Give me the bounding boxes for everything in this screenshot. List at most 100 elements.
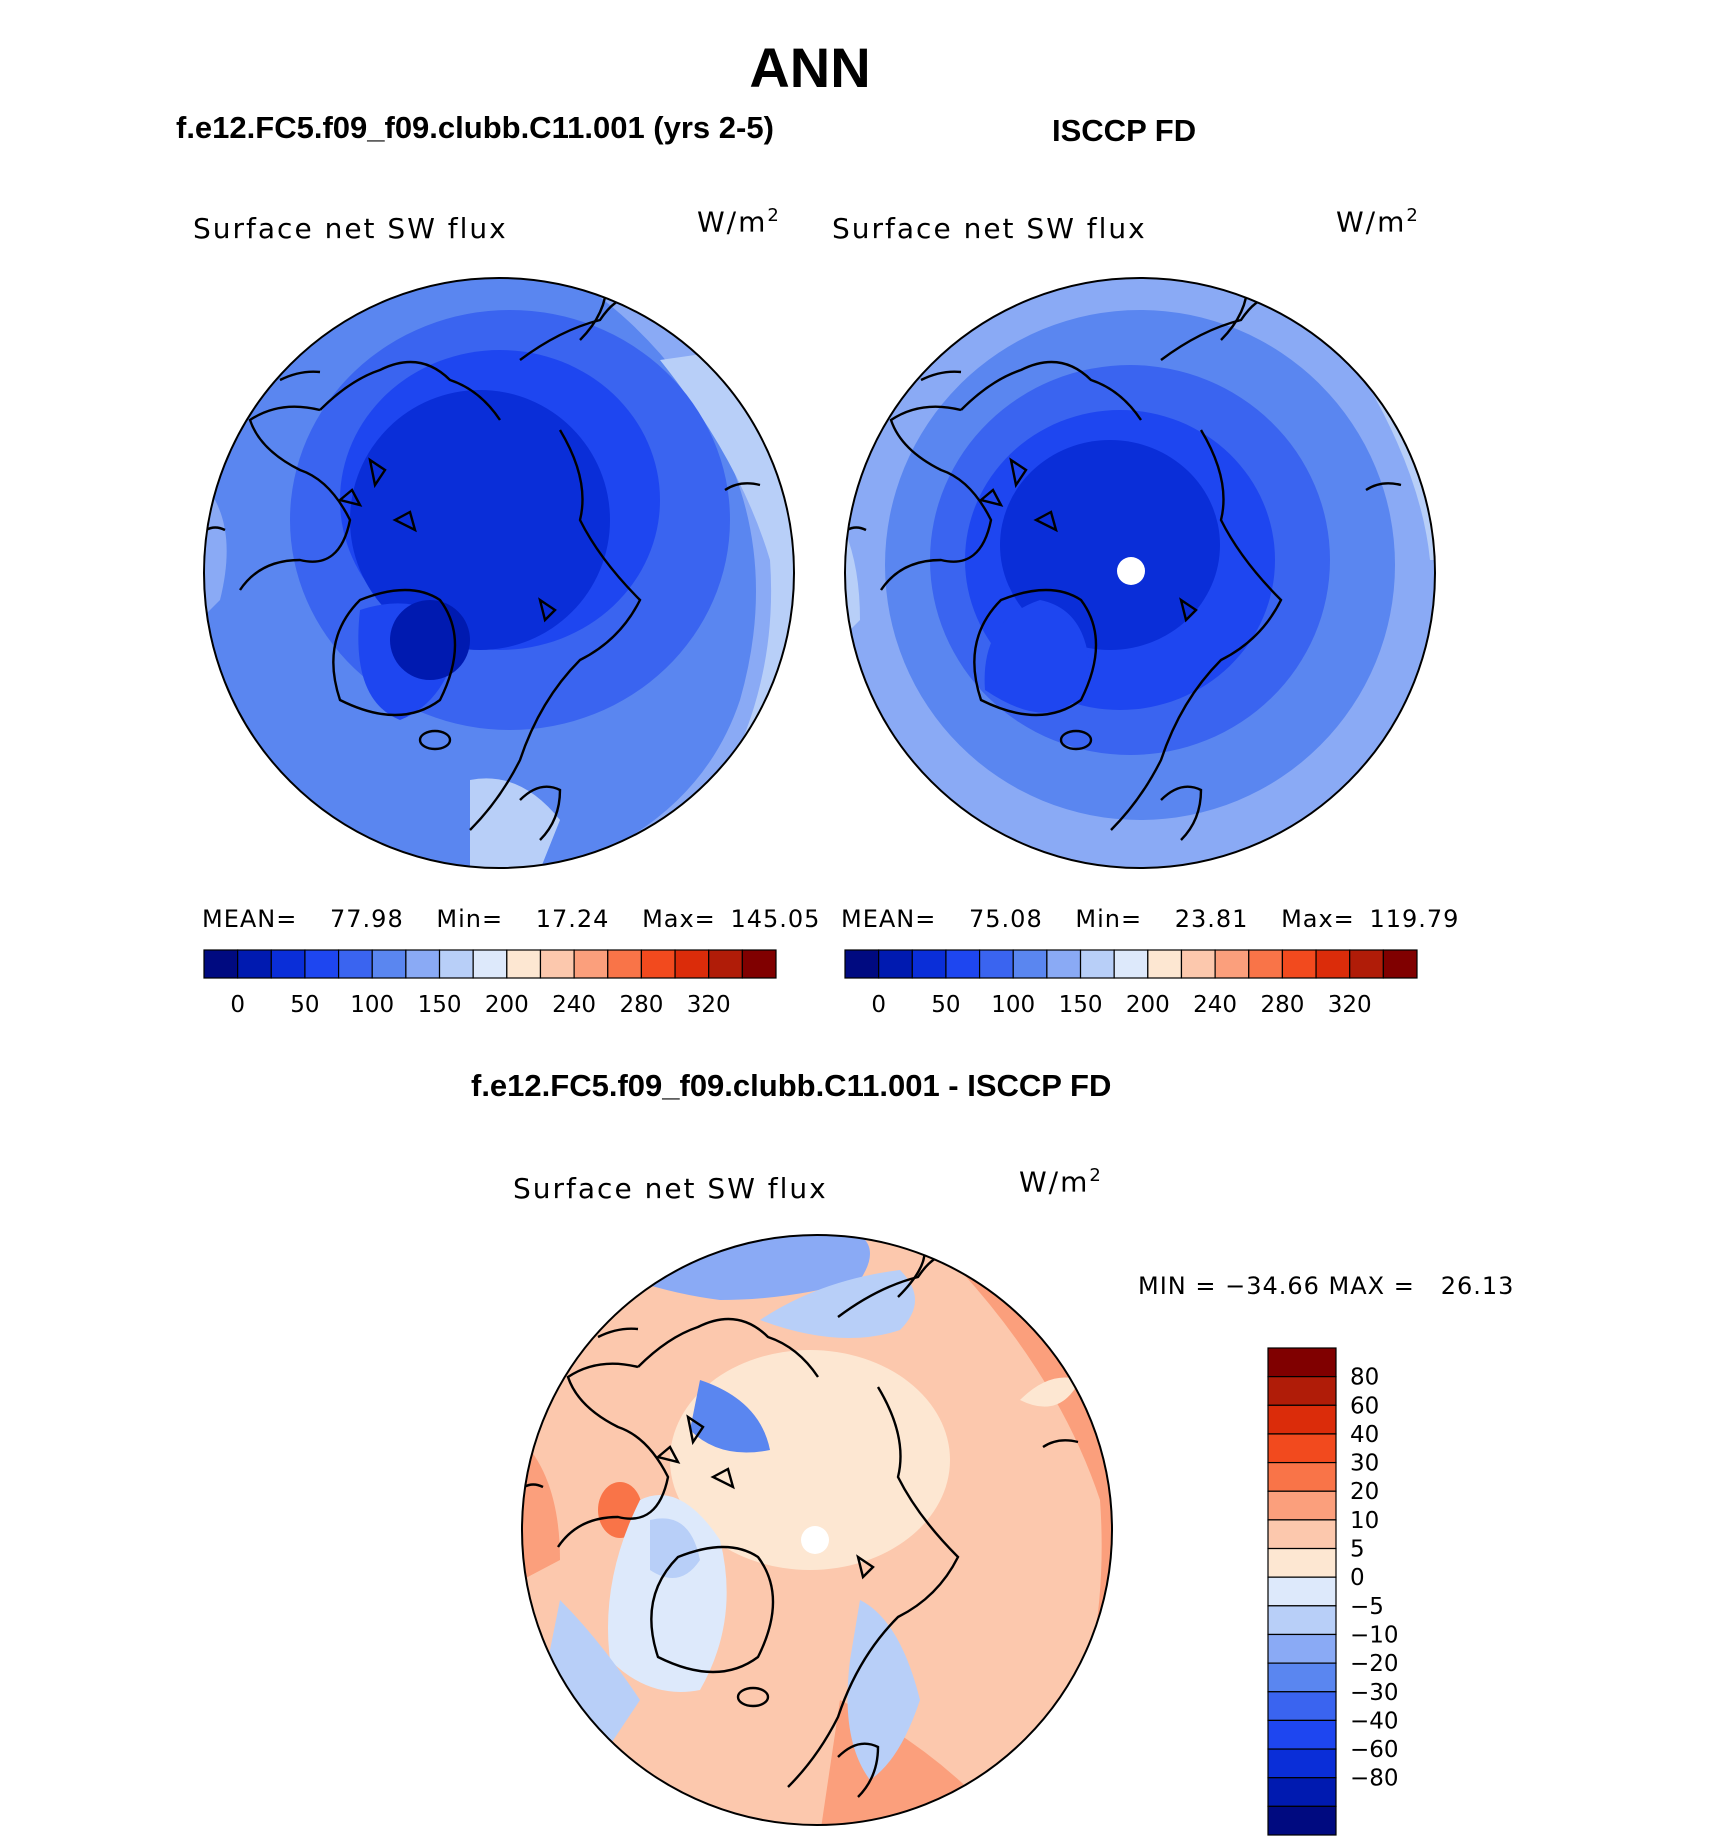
panel1-colorbar-swatch bbox=[203, 949, 239, 979]
diff-colorbar-swatch bbox=[1267, 1605, 1337, 1636]
panel1-colorbar-tick-label: 150 bbox=[418, 992, 462, 1018]
panel2-colorbar-swatch bbox=[1248, 949, 1284, 979]
panel1-colorbar-swatch bbox=[237, 949, 272, 979]
panel1-variable-label: Surface net SW flux bbox=[193, 212, 508, 245]
diff-colorbar-tick-label: 5 bbox=[1350, 1537, 1365, 1563]
panel1-colorbar-swatch bbox=[607, 949, 643, 979]
panel2-stats: MEAN= 75.08 Min= 23.81 Max= 119.79 bbox=[841, 905, 1459, 933]
panel2-mean-label: MEAN= bbox=[841, 905, 937, 933]
panel1-colorbar-swatch bbox=[708, 949, 743, 979]
panel2-colorbar-tick-label: 280 bbox=[1260, 992, 1304, 1018]
diff-colorbar-tick-label: −60 bbox=[1350, 1737, 1399, 1763]
panel2-colorbar-tick-label: 0 bbox=[871, 992, 886, 1018]
panel2-colorbar-tick-label: 150 bbox=[1059, 992, 1103, 1018]
panel2-colorbar: 0 50 100 150 200 240 280 320 bbox=[844, 949, 1418, 1018]
panel2-colorbar-tick-label: 200 bbox=[1126, 992, 1170, 1018]
panel1-colorbar-swatch bbox=[506, 949, 542, 979]
panel2-colorbar-swatch bbox=[1315, 949, 1351, 979]
panel1-case-title: f.e12.FC5.f09_f09.clubb.C11.001 (yrs 2-5… bbox=[176, 110, 774, 145]
diff-colorbar-tick-label: −80 bbox=[1350, 1766, 1399, 1792]
panel1-stats: MEAN= 77.98 Min= 17.24 Max= 145.05 bbox=[202, 905, 820, 933]
panel2-units: W/m2 bbox=[1336, 205, 1420, 238]
diff-colorbar-swatch bbox=[1267, 1633, 1337, 1664]
panel2-colorbar-swatch bbox=[1079, 949, 1115, 979]
panel2-colorbar-swatch bbox=[1214, 949, 1250, 979]
diff-colorbar-tick-label: 10 bbox=[1350, 1508, 1379, 1534]
panel1-colorbar-tick-label: 280 bbox=[619, 992, 663, 1018]
panel1-colorbar-swatch bbox=[640, 949, 676, 979]
panel1-colorbar-swatch bbox=[304, 949, 340, 979]
panel2-colorbar-tick-label: 320 bbox=[1328, 992, 1372, 1018]
panel2-colorbar-tick-label: 240 bbox=[1193, 992, 1237, 1018]
diff-colorbar-tick-label: −20 bbox=[1350, 1651, 1399, 1677]
panel2-colorbar-swatch bbox=[1349, 949, 1384, 979]
diff-colorbar-tick-label: −5 bbox=[1350, 1594, 1384, 1620]
diff-pole-missing-data bbox=[801, 1526, 829, 1554]
panel2-colorbar-swatch bbox=[945, 949, 981, 979]
diff-variable-label: Surface net SW flux bbox=[513, 1172, 828, 1205]
diff-colorbar-tick-label: 40 bbox=[1350, 1422, 1379, 1448]
panel1-colorbar-swatch bbox=[270, 949, 306, 979]
diff-colorbar-tick-label: 20 bbox=[1350, 1479, 1379, 1505]
panel1-contour-field bbox=[204, 278, 794, 868]
panel1-colorbar-swatch bbox=[539, 949, 575, 979]
diff-map bbox=[521, 1234, 1113, 1826]
panel1-map bbox=[203, 277, 795, 869]
diff-colorbar-swatch bbox=[1267, 1576, 1337, 1607]
panel2-colorbar-swatch bbox=[1281, 949, 1317, 979]
panel2-map bbox=[844, 277, 1436, 869]
panel1-colorbar-swatch bbox=[405, 949, 441, 979]
panel1-colorbar-swatch bbox=[573, 949, 609, 979]
panel2-pole-missing-data bbox=[1117, 557, 1145, 585]
panel2-max-label: Max= bbox=[1281, 905, 1355, 933]
panel2-units-base: W/m bbox=[1336, 205, 1407, 239]
diff-colorbar-tick-label: −40 bbox=[1350, 1708, 1399, 1734]
panel1-colorbar-swatch bbox=[438, 949, 474, 979]
diff-units-base: W/m bbox=[1019, 1165, 1090, 1199]
diff-colorbar-swatch bbox=[1267, 1433, 1337, 1464]
diff-colorbar-tick-label: −10 bbox=[1350, 1622, 1399, 1648]
diff-colorbar-tick-label: −30 bbox=[1350, 1680, 1399, 1706]
panel1-colorbar-tick-label: 320 bbox=[687, 992, 731, 1018]
diff-colorbar-swatch bbox=[1267, 1719, 1337, 1750]
diff-colorbar-swatch bbox=[1267, 1376, 1337, 1406]
panel2-colorbar-swatch bbox=[1382, 949, 1418, 979]
panel1-colorbar: 0 50 100 150 200 240 280 320 bbox=[203, 949, 777, 1018]
panel2-colorbar-swatch bbox=[1180, 949, 1216, 979]
panel1-min-value: 17.24 bbox=[535, 905, 610, 933]
diff-colorbar-swatch bbox=[1267, 1748, 1337, 1779]
panel1-mean-value: 77.98 bbox=[330, 905, 404, 933]
panel2-contour-field bbox=[845, 278, 1435, 868]
panel2-min-label: Min= bbox=[1075, 905, 1143, 933]
panel1-map-border bbox=[203, 277, 795, 869]
panel1-colorbar-swatch bbox=[741, 949, 777, 979]
panel1-colorbar-swatch bbox=[674, 949, 710, 979]
panel2-colorbar-swatch bbox=[911, 949, 947, 979]
panel1-colorbar-tick-label: 200 bbox=[485, 992, 529, 1018]
diff-colorbar-tick-label: 60 bbox=[1350, 1393, 1379, 1419]
diff-colorbar-swatch bbox=[1267, 1662, 1337, 1693]
diff-map-border bbox=[521, 1234, 1113, 1826]
panel2-colorbar-swatch bbox=[1113, 949, 1149, 979]
panel2-max-value: 119.79 bbox=[1369, 905, 1460, 933]
diff-colorbar-swatch bbox=[1267, 1805, 1337, 1836]
panel1-colorbar-tick-label: 240 bbox=[552, 992, 596, 1018]
panel1-colorbar-tick-label: 50 bbox=[290, 992, 319, 1018]
panel1-mean-label: MEAN= bbox=[202, 905, 298, 933]
panel1-max-label: Max= bbox=[642, 905, 716, 933]
diff-colorbar-swatch bbox=[1267, 1519, 1337, 1550]
diff-colorbar-tick-label: 0 bbox=[1350, 1565, 1365, 1591]
panel2-colorbar-swatch bbox=[978, 949, 1014, 979]
panel1-colorbar-tick-label: 0 bbox=[230, 992, 245, 1018]
diff-units: W/m2 bbox=[1019, 1165, 1103, 1198]
panel2-colorbar-tick-label: 50 bbox=[931, 992, 960, 1018]
diff-minmax-label: MIN = −34.66 MAX = 26.13 bbox=[1138, 1272, 1515, 1300]
panel2-colorbar-tick-label: 100 bbox=[991, 992, 1035, 1018]
panel2-colorbar-swatch bbox=[1046, 949, 1082, 979]
panel1-units-exp: 2 bbox=[767, 205, 781, 226]
diff-colorbar-swatch bbox=[1267, 1461, 1337, 1492]
diff-colorbar-swatch bbox=[1267, 1777, 1337, 1807]
panel2-colorbar-swatch bbox=[1012, 949, 1048, 979]
